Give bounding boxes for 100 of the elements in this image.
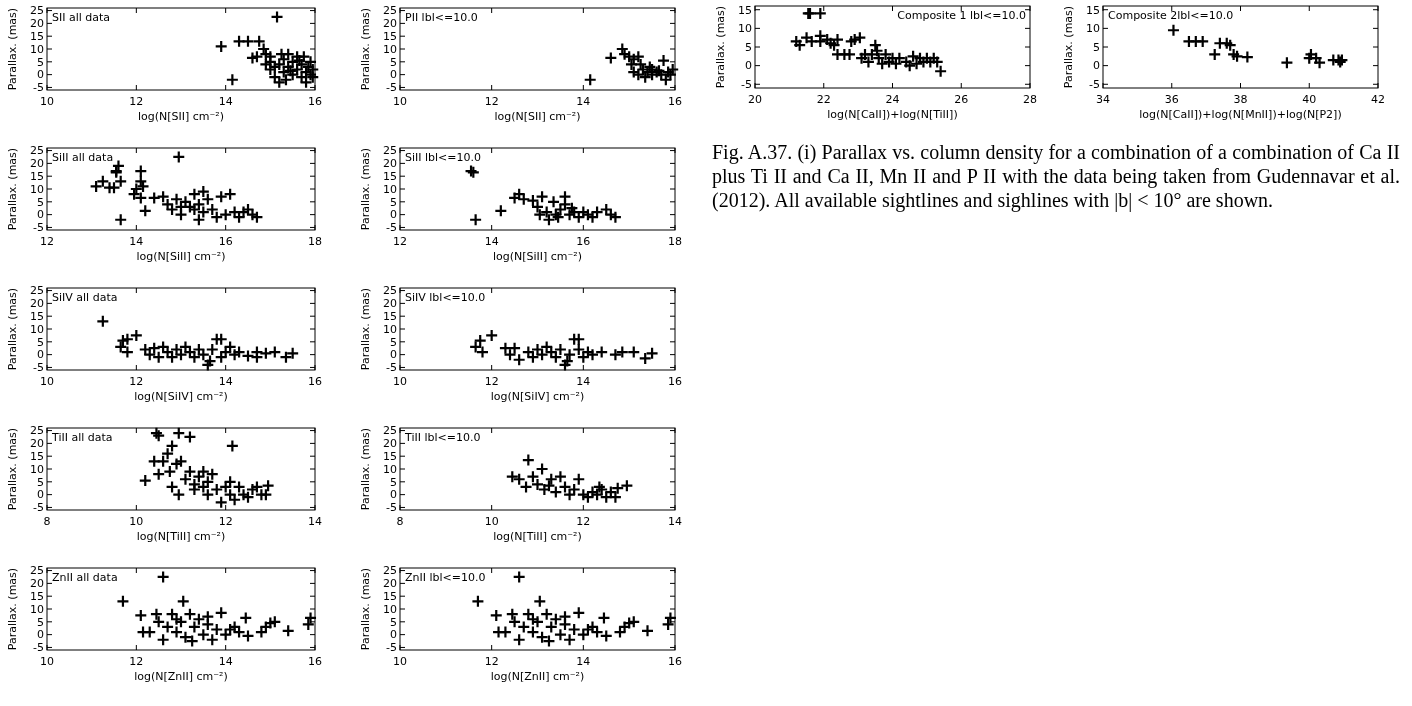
x-axis-title: log(N[SiIV] cm⁻²) xyxy=(134,390,228,403)
x-tick-label: 12 xyxy=(484,655,499,668)
x-tick-label: 14 xyxy=(308,515,322,528)
y-tick-label: -5 xyxy=(33,641,44,655)
y-tick-label: 0 xyxy=(37,348,44,362)
y-tick-label: 15 xyxy=(30,450,44,464)
chart-title: SII all data xyxy=(52,11,111,24)
y-tick-label: 10 xyxy=(383,42,397,56)
y-tick-label: 10 xyxy=(383,322,397,336)
y-tick-label: 0 xyxy=(390,488,397,502)
y-tick-label: 0 xyxy=(37,68,44,82)
x-tick-label: 12 xyxy=(129,95,144,108)
x-tick-label: 24 xyxy=(885,93,900,106)
chart-title: SiIV lbl<=10.0 xyxy=(405,291,486,304)
y-tick-label: 15 xyxy=(30,170,44,184)
y-tick-label: 25 xyxy=(30,144,44,158)
x-tick-label: 18 xyxy=(308,235,322,248)
y-tick-label: 20 xyxy=(30,577,44,591)
x-tick-label: 12 xyxy=(393,235,407,248)
y-tick-label: 5 xyxy=(745,40,752,54)
y-tick-label: 5 xyxy=(1093,40,1100,54)
y-tick-label: -5 xyxy=(386,361,397,375)
y-tick-label: 25 xyxy=(383,284,397,298)
x-tick-label: 10 xyxy=(484,515,499,528)
y-tick-label: 20 xyxy=(30,157,44,171)
y-tick-label: 0 xyxy=(37,208,44,222)
y-tick-label: 10 xyxy=(383,462,397,476)
x-axis-title: log(N[ZnII] cm⁻²) xyxy=(490,670,585,683)
y-axis-title: Parallax. (mas) xyxy=(359,147,372,231)
x-tick-label: 12 xyxy=(129,655,144,668)
y-tick-label: 25 xyxy=(383,424,397,438)
x-axis-title: log(N[SiII] cm⁻²) xyxy=(492,250,583,263)
y-tick-label: 25 xyxy=(30,424,44,438)
chart-title: Composite 2lbl<=10.0 xyxy=(1108,9,1234,22)
y-tick-label: 20 xyxy=(30,297,44,311)
x-axis-title: log(N[SiII] cm⁻²) xyxy=(136,250,226,263)
x-tick-label: 14 xyxy=(218,95,233,108)
y-tick-label: 5 xyxy=(37,335,44,349)
y-tick-label: 0 xyxy=(390,208,397,222)
x-axis-title: log(N[CaII])+log(N[MnII])+log(N[P2]) xyxy=(1139,108,1342,121)
y-axis-title: Parallax. (mas) xyxy=(359,287,372,371)
y-tick-label: 10 xyxy=(30,42,44,56)
x-tick-label: 12 xyxy=(484,95,499,108)
y-tick-label: 10 xyxy=(383,182,397,196)
y-tick-label: 5 xyxy=(390,615,397,629)
chart-title: PII lbl<=10.0 xyxy=(405,11,478,24)
x-tick-label: 14 xyxy=(668,515,682,528)
x-tick-label: 14 xyxy=(576,655,591,668)
y-tick-label: 10 xyxy=(738,22,752,36)
y-tick-label: 5 xyxy=(37,475,44,489)
x-tick-label: 14 xyxy=(576,95,591,108)
y-tick-label: 15 xyxy=(30,590,44,604)
x-tick-label: 18 xyxy=(668,235,682,248)
y-tick-label: 20 xyxy=(383,437,397,451)
y-tick-label: 20 xyxy=(30,437,44,451)
x-tick-label: 16 xyxy=(308,375,322,388)
y-tick-label: 5 xyxy=(390,335,397,349)
chart-title: ZnII lbl<=10.0 xyxy=(405,571,486,584)
y-tick-label: 15 xyxy=(383,170,397,184)
x-tick-label: 16 xyxy=(308,655,322,668)
y-tick-label: -5 xyxy=(33,501,44,515)
y-tick-label: 0 xyxy=(37,628,44,642)
y-axis-title: Parallax. (mas) xyxy=(714,5,727,89)
x-tick-label: 28 xyxy=(1023,93,1037,106)
y-tick-label: 0 xyxy=(1093,59,1100,73)
chart-title: SiII lbl<=10.0 xyxy=(405,151,482,164)
chart-title: SiIV all data xyxy=(52,291,118,304)
x-tick-label: 12 xyxy=(129,375,144,388)
x-tick-label: 34 xyxy=(1096,93,1110,106)
y-tick-label: -5 xyxy=(386,221,397,235)
x-tick-label: 38 xyxy=(1233,93,1248,106)
y-tick-label: 20 xyxy=(383,17,397,31)
x-axis-title: log(N[CaII])+log(N[TiII]) xyxy=(827,108,958,121)
x-tick-label: 14 xyxy=(218,655,233,668)
x-tick-label: 12 xyxy=(218,515,233,528)
x-tick-label: 22 xyxy=(816,93,831,106)
y-axis-title: Parallax. (mas) xyxy=(6,427,19,511)
y-tick-label: 25 xyxy=(383,144,397,158)
y-tick-label: 0 xyxy=(390,628,397,642)
x-tick-label: 14 xyxy=(218,375,233,388)
chart-title: SiII all data xyxy=(52,151,114,164)
x-tick-label: 16 xyxy=(668,95,682,108)
x-axis-title: log(N[SII] cm⁻²) xyxy=(137,110,225,123)
y-axis-title: Parallax. (mas) xyxy=(359,567,372,651)
x-tick-label: 8 xyxy=(396,515,404,528)
x-tick-label: 14 xyxy=(576,375,591,388)
y-axis-title: Parallax. (mas) xyxy=(359,7,372,91)
y-axis-title: Parallax. (mas) xyxy=(6,147,19,231)
text: Fig. A.37. (i) Parallax vs. column density for a combination of a combination of Ca II plus Ti II and Ca II, Mn II and P II with the data being taken from Gudennavar et al. (2012). All available sightlines and sighlines with |b| < 10° are shown. xyxy=(712,140,1400,212)
y-tick-label: 20 xyxy=(383,157,397,171)
x-tick-label: 40 xyxy=(1302,93,1317,106)
y-tick-label: 5 xyxy=(390,55,397,69)
y-tick-label: 5 xyxy=(37,195,44,209)
x-axis-title: log(N[SII] cm⁻²) xyxy=(494,110,581,123)
y-tick-label: 10 xyxy=(30,602,44,616)
y-tick-label: -5 xyxy=(33,221,44,235)
y-tick-label: -5 xyxy=(741,78,752,92)
x-tick-label: 16 xyxy=(218,235,233,248)
y-tick-label: 0 xyxy=(37,488,44,502)
x-tick-label: 16 xyxy=(576,235,591,248)
